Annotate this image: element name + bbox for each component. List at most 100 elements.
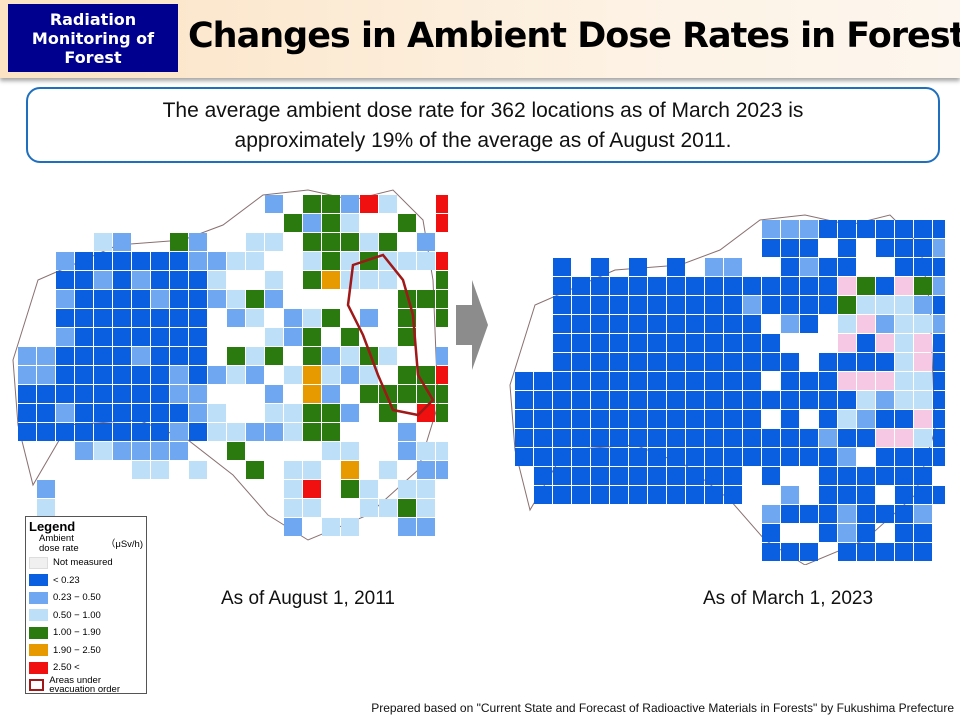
grid-cell xyxy=(705,372,723,390)
grid-cell xyxy=(572,467,590,485)
grid-cell xyxy=(151,442,169,460)
grid-cell xyxy=(534,448,552,466)
grid-cell xyxy=(667,448,685,466)
grid-cell xyxy=(170,366,188,384)
grid-cell xyxy=(341,328,359,346)
grid-cell xyxy=(895,448,913,466)
grid-cell xyxy=(933,353,945,371)
grid-cell xyxy=(743,448,761,466)
grid-cell xyxy=(132,328,150,346)
grid-cell xyxy=(75,423,93,441)
grid-cell xyxy=(379,499,397,517)
grid-cell xyxy=(94,290,112,308)
grid-cell xyxy=(56,252,74,270)
grid-cell xyxy=(629,467,647,485)
grid-cell xyxy=(667,258,685,276)
grid-cell xyxy=(75,309,93,327)
grid-cell xyxy=(724,334,742,352)
grid-cell xyxy=(227,442,245,460)
grid-cell xyxy=(838,467,856,485)
grid-cell xyxy=(132,271,150,289)
grid-cell xyxy=(553,277,571,295)
grid-cell xyxy=(113,271,131,289)
grid-cell xyxy=(341,214,359,232)
grid-cell xyxy=(876,391,894,409)
grid-cell xyxy=(933,372,945,390)
grid-cell xyxy=(56,366,74,384)
grid-cell xyxy=(933,429,945,447)
grid-cell xyxy=(610,391,628,409)
grid-cell xyxy=(75,385,93,403)
legend-label: Not measured xyxy=(53,557,113,569)
grid-cell xyxy=(284,461,302,479)
grid-cell xyxy=(686,448,704,466)
grid-cell xyxy=(379,195,397,213)
grid-cell xyxy=(857,410,875,428)
grid-cell xyxy=(284,214,302,232)
grid-cell xyxy=(895,505,913,523)
grid-cell xyxy=(398,518,416,536)
grid-cell xyxy=(94,328,112,346)
grid-cell xyxy=(189,385,207,403)
grid-cell xyxy=(189,252,207,270)
legend-item: 2.50 < xyxy=(29,659,143,677)
grid-cell xyxy=(94,233,112,251)
grid-cell xyxy=(876,296,894,314)
grid-cell xyxy=(800,391,818,409)
grid-cell xyxy=(876,543,894,561)
grid-cell xyxy=(322,347,340,365)
grid-cell xyxy=(914,505,932,523)
grid-cell xyxy=(724,410,742,428)
grid-cell xyxy=(572,486,590,504)
grid-cell xyxy=(610,372,628,390)
grid-cell xyxy=(686,429,704,447)
grid-cell xyxy=(37,423,55,441)
grid-cell xyxy=(284,309,302,327)
grid-cell xyxy=(800,543,818,561)
grid-cell xyxy=(515,429,533,447)
grid-cell xyxy=(933,315,945,333)
legend-unit: （μSv/h) xyxy=(105,539,143,550)
summary-box: The average ambient dose rate for 362 lo… xyxy=(26,87,940,163)
grid-cell xyxy=(591,429,609,447)
grid-cell xyxy=(914,372,932,390)
grid-cell xyxy=(762,239,780,257)
grid-cell xyxy=(227,290,245,308)
grid-cell xyxy=(724,467,742,485)
grid-cell xyxy=(246,423,264,441)
grid-cell xyxy=(933,277,945,295)
grid-cell xyxy=(591,372,609,390)
grid-cell xyxy=(648,334,666,352)
grid-cell xyxy=(800,315,818,333)
grid-cell xyxy=(360,480,378,498)
grid-cell xyxy=(284,518,302,536)
right-arrow-icon xyxy=(456,280,488,370)
caption-2011: As of August 1, 2011 xyxy=(221,588,395,609)
grid-cell xyxy=(151,309,169,327)
grid-cell xyxy=(189,271,207,289)
grid-cell xyxy=(667,391,685,409)
grid-cell xyxy=(762,334,780,352)
grid-cell xyxy=(762,467,780,485)
grid-cell xyxy=(75,328,93,346)
grid-cell xyxy=(75,366,93,384)
grid-cell xyxy=(398,499,416,517)
grid-cell xyxy=(75,404,93,422)
grid-cell xyxy=(303,404,321,422)
grid-cell xyxy=(857,543,875,561)
grid-cell xyxy=(341,404,359,422)
grid-cell xyxy=(762,505,780,523)
grid-cell xyxy=(246,290,264,308)
grid-cell xyxy=(800,277,818,295)
grid-cell xyxy=(914,353,932,371)
grid-cell xyxy=(553,467,571,485)
grid-cell xyxy=(648,448,666,466)
grid-cell xyxy=(895,391,913,409)
grid-cell xyxy=(705,410,723,428)
grid-cell xyxy=(265,385,283,403)
legend-swatch xyxy=(29,679,45,692)
grid-cell xyxy=(515,410,533,428)
grid-cell xyxy=(838,505,856,523)
grid-cell xyxy=(857,524,875,542)
grid-cell xyxy=(113,423,131,441)
